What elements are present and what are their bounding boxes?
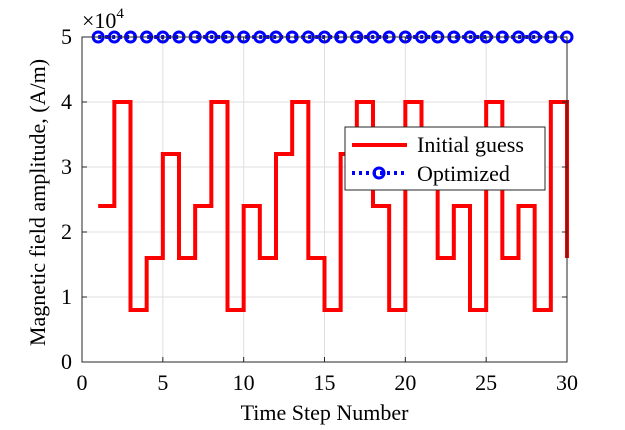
legend-box	[344, 126, 546, 191]
y-tick-label: 5	[61, 24, 72, 49]
y-tick-label: 3	[61, 154, 72, 179]
series-initial-guess-line	[98, 100, 569, 312]
legend-label-initial-guess: Initial guess	[417, 132, 524, 157]
x-axis-label: Time Step Number	[241, 400, 410, 425]
y-tick-label: 2	[61, 219, 72, 244]
x-tick-label: 20	[394, 370, 416, 395]
axis-ticks: 0 5 10 15 20 25 30 0 1 2 3 4 5	[61, 24, 578, 395]
legend-label-optimized: Optimized	[417, 161, 510, 186]
y-exponent-power: 4	[116, 6, 124, 22]
y-exponent-base: ×10	[82, 8, 116, 33]
y-exponent-label: ×104	[82, 6, 124, 33]
y-axis-label: Magnetic field amplitude, (A/m)	[25, 59, 50, 346]
x-tick-label: 15	[314, 370, 336, 395]
y-tick-label: 4	[61, 89, 72, 114]
legend: Initial guess Optimized	[344, 126, 546, 191]
y-tick-label: 1	[61, 284, 72, 309]
x-tick-label: 25	[475, 370, 497, 395]
legend-marker-optimized	[372, 166, 386, 180]
x-tick-label: 30	[556, 370, 578, 395]
x-tick-label: 5	[157, 370, 168, 395]
y-tick-label: 0	[61, 349, 72, 374]
x-tick-label: 10	[233, 370, 255, 395]
grid-lines	[81, 36, 568, 363]
x-tick-label: 0	[77, 370, 88, 395]
